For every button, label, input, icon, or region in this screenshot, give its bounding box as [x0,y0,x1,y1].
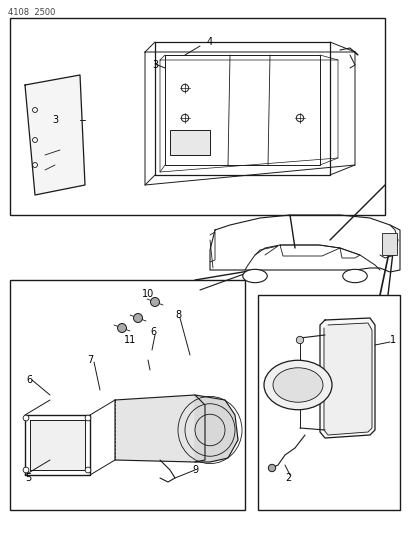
Polygon shape [195,395,238,462]
Bar [258,295,400,510]
Ellipse shape [273,368,323,402]
Polygon shape [115,395,205,462]
Text: 8: 8 [175,310,181,320]
Text: 6: 6 [150,327,156,337]
Bar [10,18,385,215]
Ellipse shape [23,415,29,421]
Bar [170,130,210,155]
Polygon shape [320,318,375,438]
Text: 1: 1 [390,335,396,345]
Text: 2: 2 [285,473,291,483]
Ellipse shape [118,324,126,333]
Ellipse shape [23,467,29,473]
Text: 11: 11 [124,335,136,345]
Text: 10: 10 [142,289,154,299]
Ellipse shape [85,415,91,421]
Polygon shape [25,75,85,195]
Bar [382,233,397,255]
Ellipse shape [264,360,332,410]
Text: 3: 3 [152,60,158,70]
Ellipse shape [296,336,304,344]
Text: 6: 6 [26,375,32,385]
Text: 9: 9 [192,465,198,475]
Polygon shape [30,420,85,470]
Ellipse shape [343,269,367,282]
Text: 5: 5 [25,473,31,483]
Ellipse shape [85,467,91,473]
Text: 4: 4 [207,37,213,47]
Bar [10,280,245,510]
Text: 7: 7 [87,355,93,365]
Text: 4108  2500: 4108 2500 [8,8,55,17]
Polygon shape [324,323,372,435]
Ellipse shape [151,297,160,306]
Ellipse shape [133,313,142,322]
Text: 3: 3 [52,115,58,125]
Ellipse shape [268,464,276,472]
Ellipse shape [243,269,267,282]
